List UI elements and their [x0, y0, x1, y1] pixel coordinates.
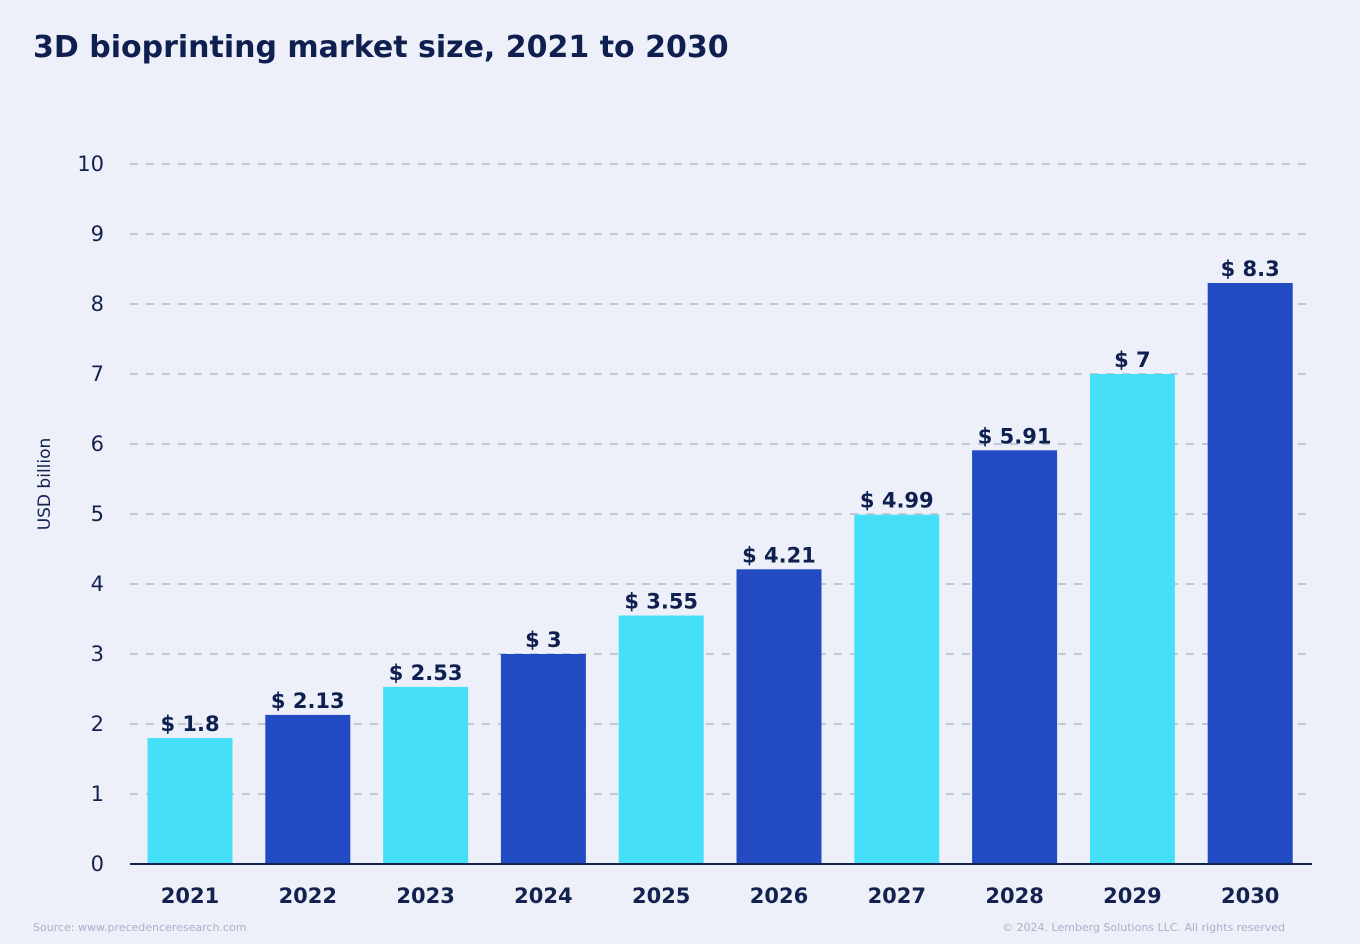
bars: [147, 283, 1293, 864]
bar-2028: [972, 450, 1058, 864]
data-label-2027: $ 4.99: [860, 489, 934, 513]
y-tick-label: 10: [77, 152, 104, 176]
bar-2029: [1089, 374, 1175, 864]
data-label-2030: $ 8.3: [1221, 257, 1280, 281]
data-label-2021: $ 1.8: [160, 712, 219, 736]
x-tick-label-2021: 2021: [161, 884, 219, 908]
source-note: Source: www.precedenceresearch.com: [33, 921, 247, 934]
x-tick-label-2027: 2027: [868, 884, 926, 908]
data-label-2029: $ 7: [1114, 348, 1151, 372]
y-axis-title: USD billion: [35, 438, 55, 531]
x-tick-label-2024: 2024: [514, 884, 572, 908]
bar-2023: [383, 686, 469, 864]
bar-2024: [500, 654, 586, 864]
y-tick-label: 3: [91, 642, 104, 666]
y-tick-label: 4: [91, 572, 104, 596]
y-tick-label: 1: [91, 782, 104, 806]
y-tick-label: 8: [91, 292, 104, 316]
x-tick-label-2025: 2025: [632, 884, 690, 908]
data-label-2022: $ 2.13: [271, 689, 345, 713]
bar-2022: [265, 714, 351, 864]
y-tick-label: 6: [91, 432, 104, 456]
y-tick-label: 0: [91, 852, 104, 876]
chart-title: 3D bioprinting market size, 2021 to 2030: [33, 30, 729, 65]
data-label-2025: $ 3.55: [624, 590, 698, 614]
y-tick-label: 7: [91, 362, 104, 386]
data-label-2026: $ 4.21: [742, 543, 816, 567]
bar-2025: [618, 615, 704, 864]
data-label-2028: $ 5.91: [978, 424, 1052, 448]
y-axis-ticks: 0 1 2 3 4 5 6 7 8 9 10: [77, 152, 104, 876]
x-tick-label-2026: 2026: [750, 884, 808, 908]
bar-2030: [1207, 283, 1293, 864]
y-tick-label: 9: [91, 222, 104, 246]
bar-2026: [736, 569, 822, 864]
data-label-2023: $ 2.53: [389, 661, 463, 685]
x-tick-label-2030: 2030: [1221, 884, 1279, 908]
bar-2027: [854, 514, 940, 864]
x-tick-label-2028: 2028: [985, 884, 1043, 908]
x-tick-label-2029: 2029: [1103, 884, 1161, 908]
x-tick-label-2022: 2022: [279, 884, 337, 908]
x-tick-label-2023: 2023: [396, 884, 454, 908]
y-tick-label: 2: [91, 712, 104, 736]
bar-2021: [147, 738, 233, 864]
data-label-2024: $ 3: [525, 628, 562, 652]
data-labels: $ 1.8 $ 2.13 $ 2.53 $ 3 $ 3.55 $ 4.21 $ 4.99 $ …: [160, 257, 1279, 736]
copyright-note: © 2024. Lemberg Solutions LLC. All right…: [1002, 921, 1285, 934]
x-axis-ticks: 2021 2022 2023 2024 2025 2026 2027 2028 2029 2030: [161, 884, 1280, 908]
y-tick-label: 5: [91, 502, 104, 526]
